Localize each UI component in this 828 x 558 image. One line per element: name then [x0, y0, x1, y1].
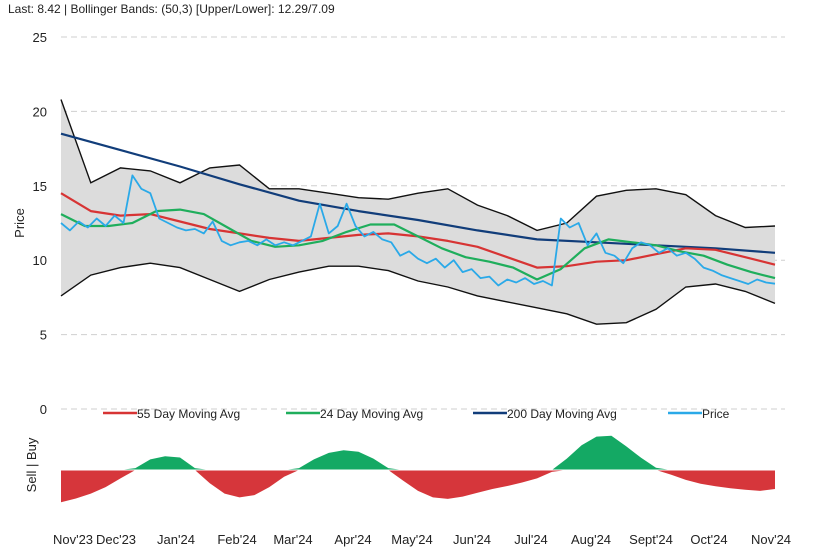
y-tick-label-0: 0	[40, 402, 47, 417]
series-line-ma24	[60, 208, 776, 281]
x-tick-label-6: May'24	[391, 532, 433, 547]
x-tick-label-8: Jul'24	[514, 532, 548, 547]
legend-label-ma55: 55 Day Moving Avg	[137, 407, 240, 421]
sell-area	[61, 470, 775, 503]
x-tick-label-9: Aug'24	[571, 532, 611, 547]
legend-label-ma200: 200 Day Moving Avg	[507, 407, 617, 421]
y-tick-label-20: 20	[33, 104, 47, 119]
legend-label-price: Price	[702, 407, 730, 421]
x-tick-label-0: Nov'23	[53, 532, 93, 547]
legend-label-ma24: 24 Day Moving Avg	[320, 407, 423, 421]
x-tick-label-12: Nov'24	[751, 532, 791, 547]
x-tick-label-4: Mar'24	[273, 532, 312, 547]
x-tick-label-3: Feb'24	[217, 532, 256, 547]
upper-band-line	[60, 99, 776, 232]
oscillator-axis-label: Sell | Buy	[24, 437, 39, 492]
lower-band-line	[60, 262, 776, 325]
x-tick-label-7: Jun'24	[453, 532, 491, 547]
x-tick-label-5: Apr'24	[334, 532, 371, 547]
header-readout: Last: 8.42 | Bollinger Bands: (50,3) [Up…	[8, 2, 335, 16]
x-tick-label-1: Dec'23	[96, 532, 136, 547]
y-tick-label-5: 5	[40, 328, 47, 343]
y-tick-label-25: 25	[33, 30, 47, 45]
series-line-price	[60, 174, 776, 287]
buy-area	[61, 435, 775, 470]
x-tick-label-11: Oct'24	[690, 532, 727, 547]
bollinger-band-fill	[61, 99, 775, 325]
y-tick-label-15: 15	[33, 179, 47, 194]
y-tick-label-10: 10	[33, 253, 47, 268]
x-tick-label-2: Jan'24	[157, 532, 195, 547]
x-tick-label-10: Sept'24	[629, 532, 673, 547]
y-axis-label: Price	[12, 208, 27, 238]
